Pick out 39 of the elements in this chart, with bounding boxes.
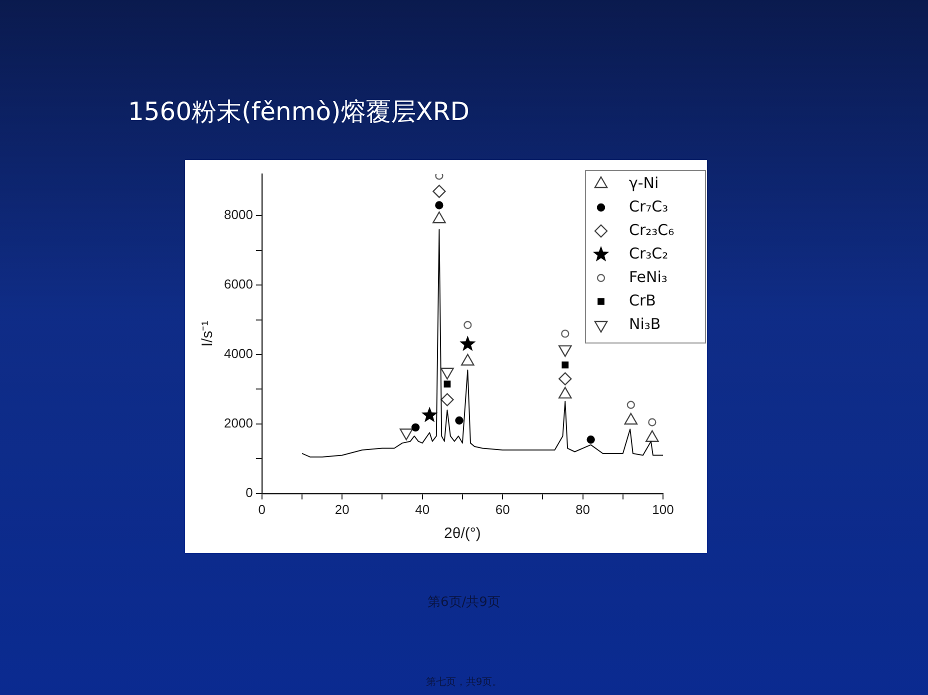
point [435,174,444,180]
point [444,380,451,388]
x-tick-label: 40 [415,502,430,517]
point [411,423,420,432]
text: 第6页/共9页 [426,594,502,611]
point [455,416,464,425]
point [432,184,446,198]
point [561,330,570,338]
x-tick-label: 80 [576,502,590,517]
y-tick-label: 4000 [224,346,253,362]
point [562,362,569,368]
y-tick-label: 8000 [224,207,253,222]
legend-label: Cr₇C₃ [629,197,668,216]
x-tick-label: 60 [495,502,510,517]
legend-label: Ni₃B [629,314,661,333]
legend-label: Cr₂₃C₆ [629,220,674,239]
point [558,372,572,386]
x-tick-label: 100 [652,502,674,517]
y-axis-title: I/s⁻¹ [199,320,216,347]
point [464,320,472,330]
legend-label: CrB [629,291,656,310]
legend-label: γ-Ni [629,174,659,192]
point [421,406,438,422]
legend-label: Cr₃C₂ [629,244,668,262]
legend-label: FeNi₃ [629,268,668,286]
x-axis-title: 2θ/(°) [444,525,481,542]
point [626,400,636,409]
y-tick-label: 6000 [224,276,253,292]
chart-title: 1560粉末(fěnmò)熔覆层XRD [128,96,470,128]
y-tick-label: 0 [246,484,253,500]
point [648,418,656,426]
text: 第七页，共9页。 [424,676,504,689]
x-tick-label: 20 [334,502,350,517]
point [586,435,595,444]
point [440,393,454,406]
y-tick-label: 2000 [224,416,253,431]
point [460,336,476,351]
x-tick-label: 0 [258,502,266,517]
point [435,201,444,210]
